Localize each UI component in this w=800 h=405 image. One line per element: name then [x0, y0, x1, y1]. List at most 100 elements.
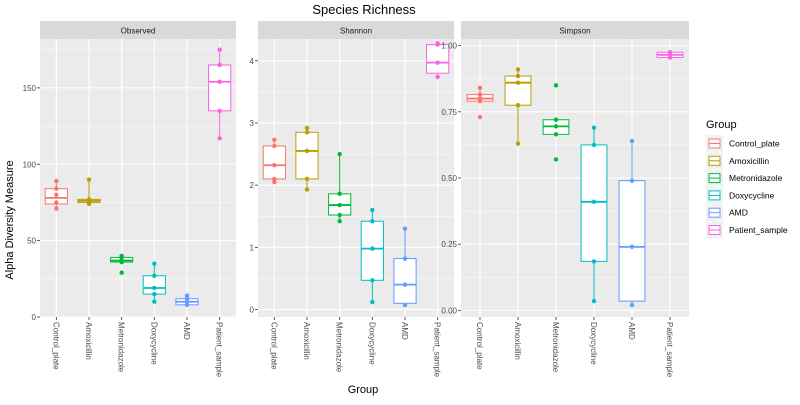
data-point	[304, 176, 310, 182]
data-point	[370, 278, 375, 283]
data-point	[629, 244, 635, 250]
legend-entry-patient-sample: Patient_sample	[706, 221, 788, 239]
box-group-shannon-metronidazole	[328, 151, 352, 224]
y-tick-label: 150	[23, 84, 37, 93]
panel-observed: Observed 0 50 100 150 Control_plate Amoxicilli…	[23, 21, 236, 378]
box-group-simpson-metronidazole	[542, 83, 570, 162]
data-point	[86, 197, 92, 202]
box-group-simpson-doxycycline	[580, 125, 608, 304]
data-point	[591, 125, 597, 130]
legend-entry-amd: AMD	[706, 204, 748, 222]
box-group-observed-amoxicillin	[77, 177, 101, 207]
y-tick-label: 0.50	[441, 174, 457, 183]
data-point	[272, 137, 277, 142]
legend: Group Control_plate Amoxicillin Metronidaz…	[706, 119, 788, 239]
chart-title: Species Richness	[312, 2, 416, 17]
data-point	[629, 302, 635, 308]
x-tick-label: AMD	[182, 322, 191, 340]
y-tick-label: 0	[32, 313, 37, 322]
data-point	[54, 206, 59, 211]
data-point	[337, 191, 342, 197]
data-point	[119, 270, 124, 275]
data-point	[515, 102, 521, 108]
strip-simpson	[461, 21, 689, 39]
data-point	[370, 207, 375, 213]
panel-shannon: Shannon 0 1 2 3 4 Control_plate Amoxicillin Metr…	[250, 21, 454, 378]
data-point	[477, 96, 483, 101]
data-point	[272, 176, 277, 182]
data-point	[184, 293, 190, 298]
y-tick-label: 2	[250, 181, 255, 190]
x-tick-label: Doxycycline	[589, 322, 598, 365]
data-point	[515, 67, 521, 72]
box-group-observed-amd	[175, 293, 199, 307]
x-tick-label: Doxycycline	[149, 322, 158, 365]
legend-title: Group	[706, 119, 737, 131]
box	[618, 180, 646, 302]
x-tick-label: Amoxicillin	[84, 322, 93, 360]
strip-label-shannon: Shannon	[340, 27, 372, 36]
data-point	[477, 114, 483, 120]
box	[295, 131, 319, 180]
box-group-observed-patient-sample	[208, 47, 232, 141]
x-tick-label: Amoxicillin	[302, 322, 311, 360]
y-tick-label: 100	[23, 160, 37, 169]
legend-label: Amoxicillin	[729, 156, 769, 166]
x-tick-label: Doxycycline	[367, 322, 376, 365]
legend-entry-metronidazole: Metronidazole	[706, 169, 783, 187]
data-point	[304, 125, 310, 131]
x-tick-label: Control_plate	[51, 322, 60, 370]
data-point	[591, 199, 597, 205]
panel-simpson: Simpson 0.00 0.25 0.50 0.75 1.00 Control_plate…	[441, 21, 689, 378]
box	[504, 75, 532, 106]
box-group-simpson-patient-sample	[656, 50, 684, 60]
data-point	[402, 282, 408, 287]
x-tick-label: AMD	[400, 322, 409, 340]
data-point	[435, 60, 440, 65]
data-point	[217, 79, 222, 84]
box-group-simpson-control-plate	[466, 85, 494, 120]
data-point	[515, 141, 521, 146]
box	[208, 64, 232, 112]
box-group-simpson-amoxicillin	[504, 67, 532, 146]
box-group-observed-control-plate	[44, 178, 68, 211]
legend-entry-doxycycline: Doxycycline	[706, 186, 775, 204]
y-tick-label: 50	[27, 237, 36, 246]
y-tick-label: 0.00	[441, 306, 457, 315]
legend-label: Metronidazole	[729, 173, 783, 183]
data-point	[553, 132, 559, 137]
legend-entry-amoxicillin: Amoxicillin	[706, 152, 769, 170]
strip-label-simpson: Simpson	[559, 27, 590, 36]
data-point	[435, 41, 440, 46]
strip-shannon	[258, 21, 454, 39]
data-point	[184, 302, 190, 307]
data-point	[629, 138, 635, 144]
data-point	[217, 62, 222, 68]
data-point	[337, 202, 342, 208]
panel-background-shannon	[258, 39, 454, 317]
data-point	[217, 47, 222, 52]
box-group-shannon-patient-sample	[426, 41, 450, 80]
legend-entry-control-plate: Control_plate	[706, 135, 780, 152]
data-point	[553, 83, 559, 88]
data-point	[184, 299, 190, 304]
data-point	[152, 285, 157, 291]
data-point	[54, 186, 59, 191]
legend-label: Doxycycline	[729, 190, 775, 200]
y-tick-label: 4	[250, 57, 255, 66]
x-tick-label: AMD	[627, 322, 636, 340]
data-point	[402, 256, 408, 261]
data-point	[477, 92, 483, 97]
box-group-observed-metronidazole	[110, 253, 134, 275]
box	[393, 258, 417, 304]
data-point	[553, 157, 559, 162]
x-tick-label: Metronidazole	[551, 322, 560, 373]
data-point	[272, 163, 277, 168]
data-point	[272, 179, 277, 185]
strip-label-observed: Observed	[121, 27, 156, 36]
data-point	[515, 80, 521, 85]
data-point	[304, 130, 310, 135]
box-group-simpson-amd	[618, 138, 646, 308]
